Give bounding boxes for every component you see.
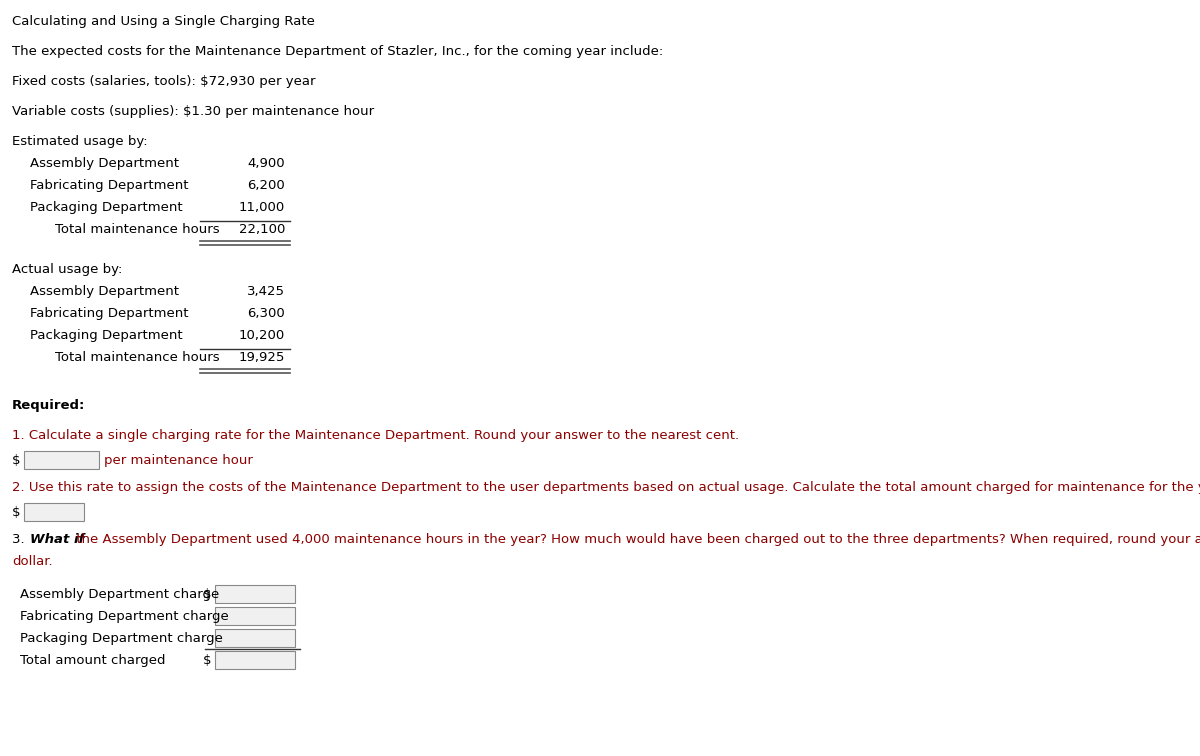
Text: Estimated usage by:: Estimated usage by: [12, 135, 148, 148]
Text: 10,200: 10,200 [239, 329, 286, 342]
Bar [24, 503, 84, 521]
Text: 4,900: 4,900 [247, 157, 286, 170]
Text: the Assembly Department used 4,000 maintenance hours in the year? How much would: the Assembly Department used 4,000 maint… [72, 533, 1200, 546]
Text: Fixed costs (salaries, tools): $72,930 per year: Fixed costs (salaries, tools): $72,930 p… [12, 75, 316, 88]
Text: The expected costs for the Maintenance Department of Stazler, Inc., for the comi: The expected costs for the Maintenance D… [12, 45, 664, 58]
Text: dollar.: dollar. [12, 555, 53, 568]
Text: Total maintenance hours: Total maintenance hours [55, 351, 220, 364]
Text: $: $ [203, 588, 211, 601]
Text: Calculating and Using a Single Charging Rate: Calculating and Using a Single Charging … [12, 15, 314, 28]
Text: $: $ [12, 506, 20, 519]
Text: Fabricating Department: Fabricating Department [30, 179, 188, 192]
Text: 1. Calculate a single charging rate for the Maintenance Department. Round your a: 1. Calculate a single charging rate for … [12, 429, 739, 442]
Text: Actual usage by:: Actual usage by: [12, 263, 122, 276]
Text: $: $ [12, 454, 20, 467]
Text: 2. Use this rate to assign the costs of the Maintenance Department to the user d: 2. Use this rate to assign the costs of … [12, 481, 1200, 494]
Bar [215, 629, 295, 647]
Text: Variable costs (supplies): $1.30 per maintenance hour: Variable costs (supplies): $1.30 per mai… [12, 105, 374, 118]
Bar [215, 651, 295, 669]
Text: Total amount charged: Total amount charged [20, 654, 166, 667]
Text: $: $ [203, 654, 211, 667]
Text: Fabricating Department charge: Fabricating Department charge [20, 610, 229, 623]
Text: What if: What if [30, 533, 84, 546]
Text: Packaging Department charge: Packaging Department charge [20, 632, 223, 645]
Text: Packaging Department: Packaging Department [30, 329, 182, 342]
Bar [215, 585, 295, 603]
Text: 19,925: 19,925 [239, 351, 286, 364]
Text: 11,000: 11,000 [239, 201, 286, 214]
Text: 3,425: 3,425 [247, 285, 286, 298]
Bar [24, 451, 98, 469]
Text: Assembly Department: Assembly Department [30, 285, 179, 298]
Text: Fabricating Department: Fabricating Department [30, 307, 188, 320]
Text: per maintenance hour: per maintenance hour [104, 454, 253, 467]
Text: Packaging Department: Packaging Department [30, 201, 182, 214]
Text: Required:: Required: [12, 399, 85, 412]
Text: 22,100: 22,100 [239, 223, 286, 236]
Text: Assembly Department: Assembly Department [30, 157, 179, 170]
Text: Assembly Department charge: Assembly Department charge [20, 588, 220, 601]
Text: Total maintenance hours: Total maintenance hours [55, 223, 220, 236]
Bar [215, 607, 295, 625]
Text: 3.: 3. [12, 533, 29, 546]
Text: 6,200: 6,200 [247, 179, 286, 192]
Text: 6,300: 6,300 [247, 307, 286, 320]
